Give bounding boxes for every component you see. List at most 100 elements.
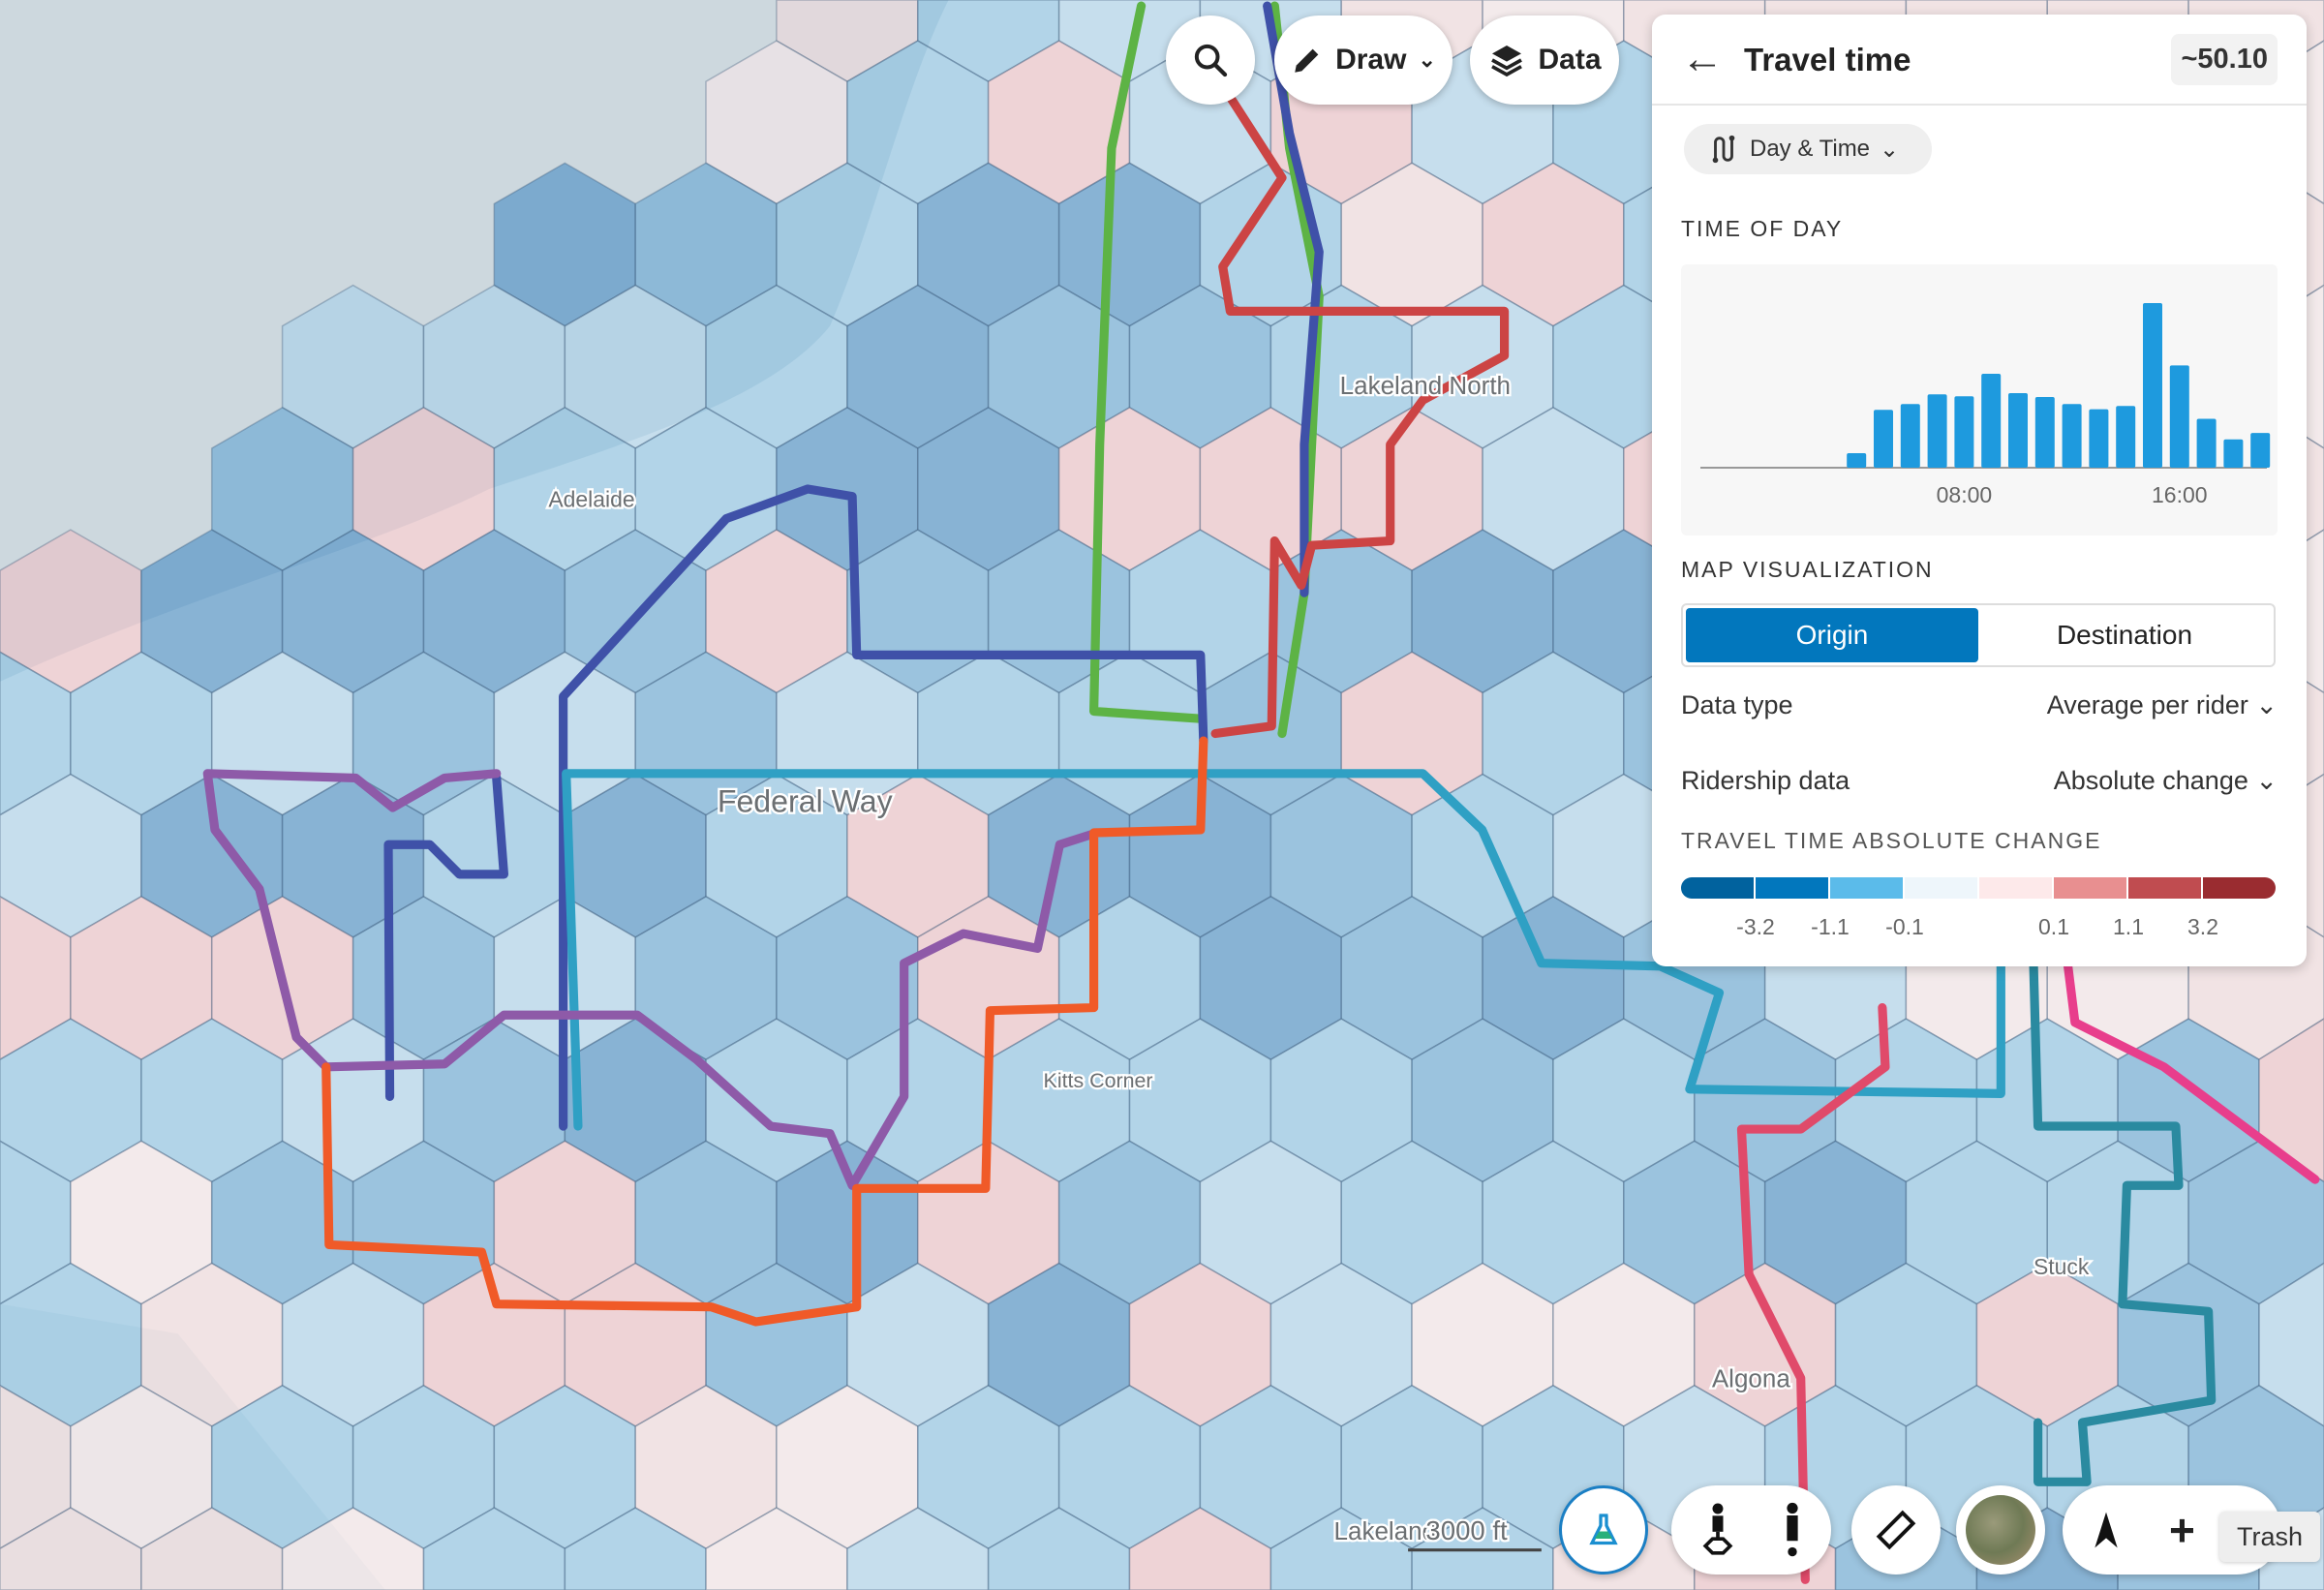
pencil-icon: [1295, 48, 1319, 73]
transit-route[interactable]: [1088, 1, 1206, 723]
magnifier-icon: [1194, 44, 1228, 77]
legend-swatch: [1905, 877, 1977, 899]
hex-cell: [564, 1507, 707, 1590]
draw-button[interactable]: Draw ⌄: [1274, 15, 1452, 105]
hex-cell: [705, 1507, 848, 1590]
ridership-select[interactable]: Absolute change ⌄: [2054, 766, 2278, 796]
legend-tick: -3.2: [1736, 914, 1775, 939]
origin-tab[interactable]: Origin: [1686, 608, 1978, 662]
histogram-bar: [1954, 396, 1974, 468]
legend-tick: -1.1: [1811, 914, 1850, 939]
histogram-bar: [1847, 453, 1867, 468]
histogram-bar: [2250, 433, 2271, 468]
panel-title: Travel time: [1744, 42, 1911, 77]
data-label: Data: [1538, 44, 1602, 76]
route-icon: [1712, 135, 1735, 164]
place-labels: Adelaide Lakeland North Federal Way Kitt…: [546, 369, 2092, 1552]
hex-cell: [0, 1507, 142, 1590]
histogram-bar: [1900, 404, 1920, 468]
ridership-row: Ridership data Absolute change ⌄: [1681, 766, 2278, 796]
legend-swatch: [1681, 877, 1754, 899]
legend-swatch: [1756, 877, 1828, 899]
legend-tick: 1.1: [2113, 914, 2144, 939]
legend-tick: 3.2: [2187, 914, 2218, 939]
layers-icon: [1491, 46, 1523, 77]
label-adelaide: Adelaide: [548, 486, 634, 511]
data-type-label: Data type: [1681, 690, 1793, 719]
travel-time-panel: ← Travel time ~50.10 Day & Time ⌄ TIME O…: [1652, 15, 2324, 966]
satellite-toggle[interactable]: [1956, 1485, 2045, 1575]
data-type-row: Data type Average per rider ⌄: [1681, 690, 2278, 720]
time-of-day-heading: TIME OF DAY: [1681, 216, 1844, 241]
flask-icon: [1589, 1514, 1618, 1545]
hex-cell: [1128, 1507, 1272, 1590]
label-stuck: Stuck: [2034, 1254, 2090, 1279]
ridership-value: Absolute change: [2053, 766, 2248, 795]
destination-tab[interactable]: Destination: [2056, 620, 2193, 650]
legend-swatch: [2054, 877, 2126, 899]
histogram-bar: [2169, 365, 2189, 468]
transit-route[interactable]: [202, 769, 1102, 1190]
panel-header: ← Travel time ~50.10: [1652, 15, 2307, 106]
legend-tick: -0.1: [1885, 914, 1924, 939]
hex-cell: [987, 1507, 1131, 1590]
lab-button[interactable]: [1559, 1485, 1648, 1575]
map-visualization-heading: MAP VISUALIZATION: [1681, 557, 1934, 582]
x-tick-label: 08:00: [1937, 482, 1993, 507]
search-button[interactable]: [1166, 15, 1255, 105]
histogram-bar: [2089, 409, 2109, 468]
histogram-bar: [1981, 374, 2002, 468]
histogram: 08:00 16:00: [1700, 303, 2324, 507]
plus-icon[interactable]: +: [2169, 1505, 2195, 1555]
label-lakeland: Lakeland: [1334, 1516, 1437, 1545]
ridership-label: Ridership data: [1681, 766, 1850, 795]
origin-destination-toggle: Origin Destination: [1681, 603, 2276, 667]
transit-route[interactable]: [559, 484, 1208, 1131]
legend-swatch: [2203, 877, 2276, 899]
histogram-bar: [2034, 396, 2055, 468]
transit-route[interactable]: [2063, 959, 2320, 1184]
chevron-down-icon: ⌄: [2255, 766, 2278, 795]
chevron-down-icon: ⌄: [1880, 136, 1900, 163]
person-origin-icon[interactable]: [1697, 1501, 1739, 1559]
north-arrow-icon[interactable]: [2092, 1511, 2121, 1549]
draw-label: Draw: [1335, 44, 1407, 76]
hex-cell: [846, 1507, 990, 1590]
color-legend: [1681, 877, 2276, 899]
transit-route[interactable]: [1736, 1003, 1890, 1584]
histogram-bar: [2143, 303, 2162, 468]
label-algona: Algona: [1712, 1363, 1791, 1392]
time-of-day-chart[interactable]: 08:00 16:00: [1681, 264, 2324, 535]
hex-cell: [140, 1507, 284, 1590]
satellite-thumbnail: [1966, 1495, 2035, 1565]
legend-heading: TRAVEL TIME ABSOLUTE CHANGE: [1681, 828, 2102, 853]
scale-label: 3000 ft: [1425, 1515, 1508, 1545]
data-button[interactable]: Data: [1470, 15, 1619, 105]
pedestrian-tools: [1671, 1485, 1831, 1575]
transit-route[interactable]: [2029, 959, 2217, 1486]
legend-swatch: [2128, 877, 2201, 899]
data-type-value: Average per rider: [2046, 690, 2248, 719]
label-federal-way: Federal Way: [718, 784, 893, 819]
histogram-bar: [2116, 406, 2136, 468]
legend-swatch: [1830, 877, 1903, 899]
histogram-bar: [2008, 392, 2028, 468]
legend-tick: 0.1: [2038, 914, 2069, 939]
day-time-label: Day & Time: [1750, 136, 1871, 162]
transit-route[interactable]: [321, 736, 1208, 1327]
histogram-bar: [1927, 394, 1947, 468]
label-lakeland-north: Lakeland North: [1340, 371, 1511, 400]
histogram-bar: [2196, 418, 2217, 468]
transit-route[interactable]: [1210, 69, 1510, 739]
panel-value-badge: ~50.10: [2171, 34, 2278, 85]
measure-button[interactable]: [1851, 1485, 1941, 1575]
day-time-dropdown[interactable]: Day & Time ⌄: [1684, 124, 1932, 174]
person-icon[interactable]: [1778, 1501, 1807, 1559]
label-kitts-corner: Kitts Corner: [1044, 1069, 1153, 1092]
histogram-bar: [2062, 404, 2082, 468]
transit-route[interactable]: [383, 773, 508, 1102]
transit-route[interactable]: [1263, 1, 1324, 597]
histogram-bar: [2223, 439, 2244, 468]
data-type-select[interactable]: Average per rider ⌄: [2047, 690, 2278, 720]
arrow-left-icon[interactable]: ←: [1681, 35, 1724, 82]
